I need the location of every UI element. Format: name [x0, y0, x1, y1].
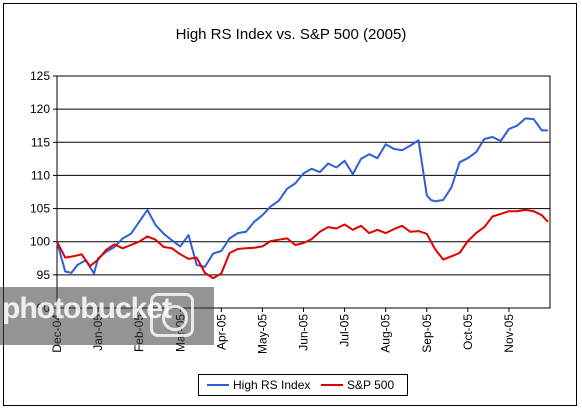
series-line-0	[56, 117, 548, 275]
legend-label-high-rs: High RS Index	[233, 378, 311, 392]
photobucket-logo: photobucket	[2, 292, 172, 325]
y-tick-label: 125	[30, 69, 50, 83]
plot-area	[56, 75, 551, 309]
legend-item-high-rs: High RS Index	[207, 378, 310, 392]
x-tick-label: Aug-05	[379, 314, 393, 353]
camera-lens-icon	[150, 293, 194, 337]
y-tick-label: 115	[31, 135, 50, 149]
x-tick-label: Oct-05	[461, 314, 475, 350]
x-tick-label: Jul-05	[338, 314, 352, 347]
y-tick-label: 120	[30, 102, 50, 116]
chart-title: High RS Index vs. S&P 500 (2005)	[175, 26, 407, 43]
x-tick-label: Apr-05	[214, 314, 228, 350]
x-tick-label: Sep-05	[420, 314, 434, 353]
x-tick-label: Jun-05	[297, 314, 311, 351]
legend-label-sp500: S&P 500	[347, 378, 395, 392]
x-tick-label: Nov-05	[502, 314, 516, 353]
legend-swatch-sp500	[321, 384, 343, 386]
y-tick-label: 100	[30, 235, 50, 249]
y-tick-label: 95	[37, 268, 51, 282]
x-tick-label: May-05	[255, 314, 269, 354]
y-tick-label: 110	[31, 168, 50, 182]
legend: High RS Index S&P 500	[198, 374, 408, 396]
series-line-1	[56, 208, 549, 280]
photobucket-watermark: photobucket	[0, 287, 214, 345]
y-tick-label: 105	[30, 202, 50, 216]
legend-item-sp500: S&P 500	[321, 378, 394, 392]
legend-swatch-high-rs	[207, 384, 229, 386]
